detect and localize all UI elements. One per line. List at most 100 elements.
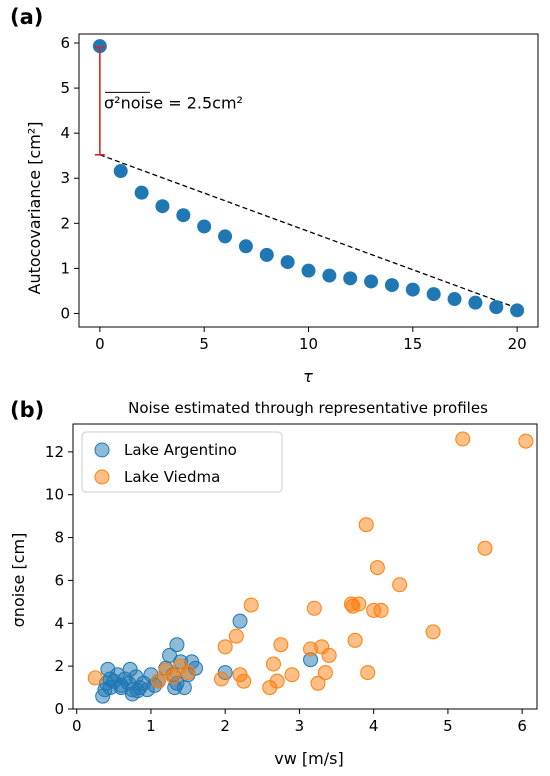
legend-marker-lake-argentino <box>94 442 110 458</box>
legend-label-lake-viedma: Lake Viedma <box>124 468 220 486</box>
lake-viedma-point <box>236 673 252 689</box>
lake-argentino-point <box>113 680 129 696</box>
panel-a-frame <box>78 33 539 328</box>
autocov-point <box>343 271 358 286</box>
panel-b-ytick-label: 12 <box>45 443 64 461</box>
panel-a-label: (a) <box>10 5 43 29</box>
autocov-point <box>364 274 379 289</box>
autocov-point <box>510 303 525 318</box>
panel-b-xtick-label: 0 <box>72 717 82 735</box>
lake-viedma-point <box>180 665 196 681</box>
fit-line <box>99 154 518 309</box>
panel-b-xtick-label: 1 <box>146 717 156 735</box>
lake-viedma-point <box>373 602 389 618</box>
lake-viedma-point <box>310 675 326 691</box>
panel-a-ytick-label: 5 <box>60 79 70 97</box>
panel-b-frame <box>72 423 538 710</box>
panel-a-ytick-label: 4 <box>60 124 70 142</box>
panel-a-xlabel: τ <box>303 367 313 386</box>
panel-b-label: (b) <box>10 398 44 422</box>
autocov-point <box>301 263 316 278</box>
lake-viedma-point <box>477 540 493 556</box>
autocov-point <box>468 295 483 310</box>
autocov-point <box>384 278 399 293</box>
lake-viedma-point <box>351 596 367 612</box>
panel-a-xtick-label: 0 <box>95 335 105 353</box>
autocov-point <box>426 287 441 302</box>
lake-viedma-point <box>228 628 244 644</box>
lake-viedma-point <box>347 632 363 648</box>
lake-viedma-point <box>360 665 376 681</box>
lake-viedma-point <box>87 670 103 686</box>
autocov-point <box>322 268 337 283</box>
lake-viedma-point <box>165 669 181 685</box>
panel-a-ytick-label: 0 <box>60 304 70 322</box>
lake-viedma-point <box>217 639 233 655</box>
lake-viedma-point <box>269 673 285 689</box>
lake-viedma-point <box>317 665 333 681</box>
autocov-point <box>405 282 420 297</box>
lake-viedma-point <box>265 656 281 672</box>
panel-a-ytick-label: 1 <box>60 259 70 277</box>
panel-a-xtick-label: 5 <box>199 335 209 353</box>
panel-b-ytick-label: 2 <box>54 657 64 675</box>
autocov-point <box>134 185 149 200</box>
autocov-point <box>92 39 107 54</box>
lake-viedma-point <box>455 431 471 447</box>
panel-b-xtick-label: 6 <box>517 717 527 735</box>
legend-marker-lake-viedma <box>94 469 110 485</box>
lake-viedma-point <box>321 647 337 663</box>
panel-a-ytick-label: 2 <box>60 214 70 232</box>
panel-b-ytick-label: 0 <box>54 700 64 718</box>
panel-b-xtick-label: 5 <box>443 717 453 735</box>
autocov-point <box>259 247 274 262</box>
legend-label-lake-argentino: Lake Argentino <box>124 441 237 459</box>
panel-b-ytick-label: 10 <box>45 486 64 504</box>
panel-b-title: Noise estimated through representative p… <box>128 399 488 417</box>
lake-argentino-point <box>102 671 118 687</box>
lake-viedma-point <box>306 600 322 616</box>
panel-b-xtick-label: 2 <box>220 717 230 735</box>
lake-viedma-point <box>358 517 374 533</box>
lake-viedma-point <box>425 624 441 640</box>
lake-viedma-point <box>150 673 166 689</box>
lake-viedma-point <box>284 667 300 683</box>
panel-b-ytick-label: 6 <box>54 571 64 589</box>
autocov-point <box>489 300 504 315</box>
lake-viedma-point <box>213 671 229 687</box>
panel-a-axes: 0 5 10 15 20 0 1 2 3 4 5 6 σ²noise = 2.5cm² <box>60 33 539 353</box>
panel-b-xtick-label: 4 <box>369 717 379 735</box>
panel-b-ylabel: σnoise [cm] <box>9 533 28 628</box>
autocov-point <box>238 239 253 254</box>
autocov-point <box>197 219 212 234</box>
panel-a-xtick-label: 15 <box>403 335 422 353</box>
panel-b-xlabel: vw [m/s] <box>274 749 343 768</box>
lake-viedma-point <box>273 637 289 653</box>
lake-viedma-point <box>243 597 259 613</box>
lake-argentino-point <box>124 686 140 702</box>
panel-b-ytick-label: 8 <box>54 529 64 547</box>
panel-a-ytick-label: 6 <box>60 34 70 52</box>
noise-annotation: σ²noise = 2.5cm² <box>104 93 243 112</box>
autocov-point <box>155 199 170 214</box>
lake-viedma-point <box>518 433 534 449</box>
panel-a-xtick-label: 10 <box>299 335 318 353</box>
panel-a-xtick-label: 20 <box>508 335 527 353</box>
panel-a-ytick-label: 3 <box>60 169 70 187</box>
lake-viedma-point <box>369 560 385 576</box>
legend-box <box>81 431 283 493</box>
lake-argentino-point <box>169 637 185 653</box>
panel-b-ytick-label: 4 <box>54 614 64 632</box>
panel-b-xtick-label: 3 <box>295 717 305 735</box>
lake-viedma-point <box>392 577 408 593</box>
autocov-point <box>280 255 295 270</box>
autocov-point <box>447 292 462 307</box>
autocov-point <box>176 208 191 223</box>
autocov-point <box>113 164 128 179</box>
autocov-point <box>218 229 233 244</box>
panel-a-ylabel: Autocovariance [cm²] <box>25 122 44 295</box>
lake-argentino-point <box>162 647 178 663</box>
lake-argentino-point <box>232 613 248 629</box>
